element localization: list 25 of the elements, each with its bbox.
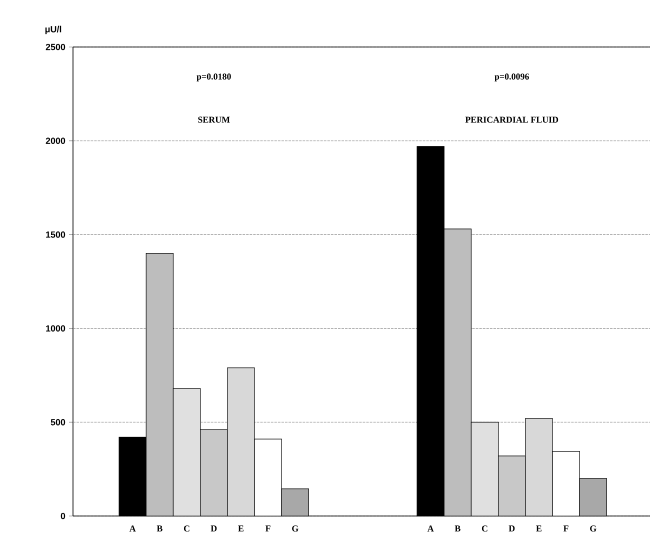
x-tick-label: A [427, 526, 434, 532]
annotation: p=0.0096 [494, 74, 529, 82]
x-tick-label: D [210, 526, 217, 532]
x-tick-label: B [156, 526, 162, 532]
annotation: PERICARDIAL FLUID [465, 116, 558, 123]
x-tick-label: E [238, 526, 244, 532]
x-tick-label: D [508, 526, 515, 532]
annotation: SERUM [198, 116, 230, 123]
y-axis-title: μU/l [45, 26, 62, 34]
x-tick-label: C [482, 526, 488, 532]
x-tick-label: F [265, 526, 270, 532]
x-tick-label: A [129, 526, 136, 532]
y-tick-label: 1000 [46, 325, 66, 332]
y-tick-label: 0 [60, 512, 66, 520]
x-tick-label: G [590, 526, 596, 532]
x-tick-label: F [563, 526, 568, 532]
x-tick-label: G [292, 526, 298, 532]
x-tick-label: C [184, 526, 190, 532]
y-tick-label: 1500 [46, 231, 66, 238]
y-tick-label: 2500 [46, 44, 66, 50]
x-tick-label: E [536, 526, 542, 532]
annotation: p=0.0180 [196, 74, 231, 82]
x-tick-label: B [454, 526, 460, 532]
y-tick-label: 500 [50, 419, 66, 426]
y-tick-label: 2000 [46, 138, 66, 144]
